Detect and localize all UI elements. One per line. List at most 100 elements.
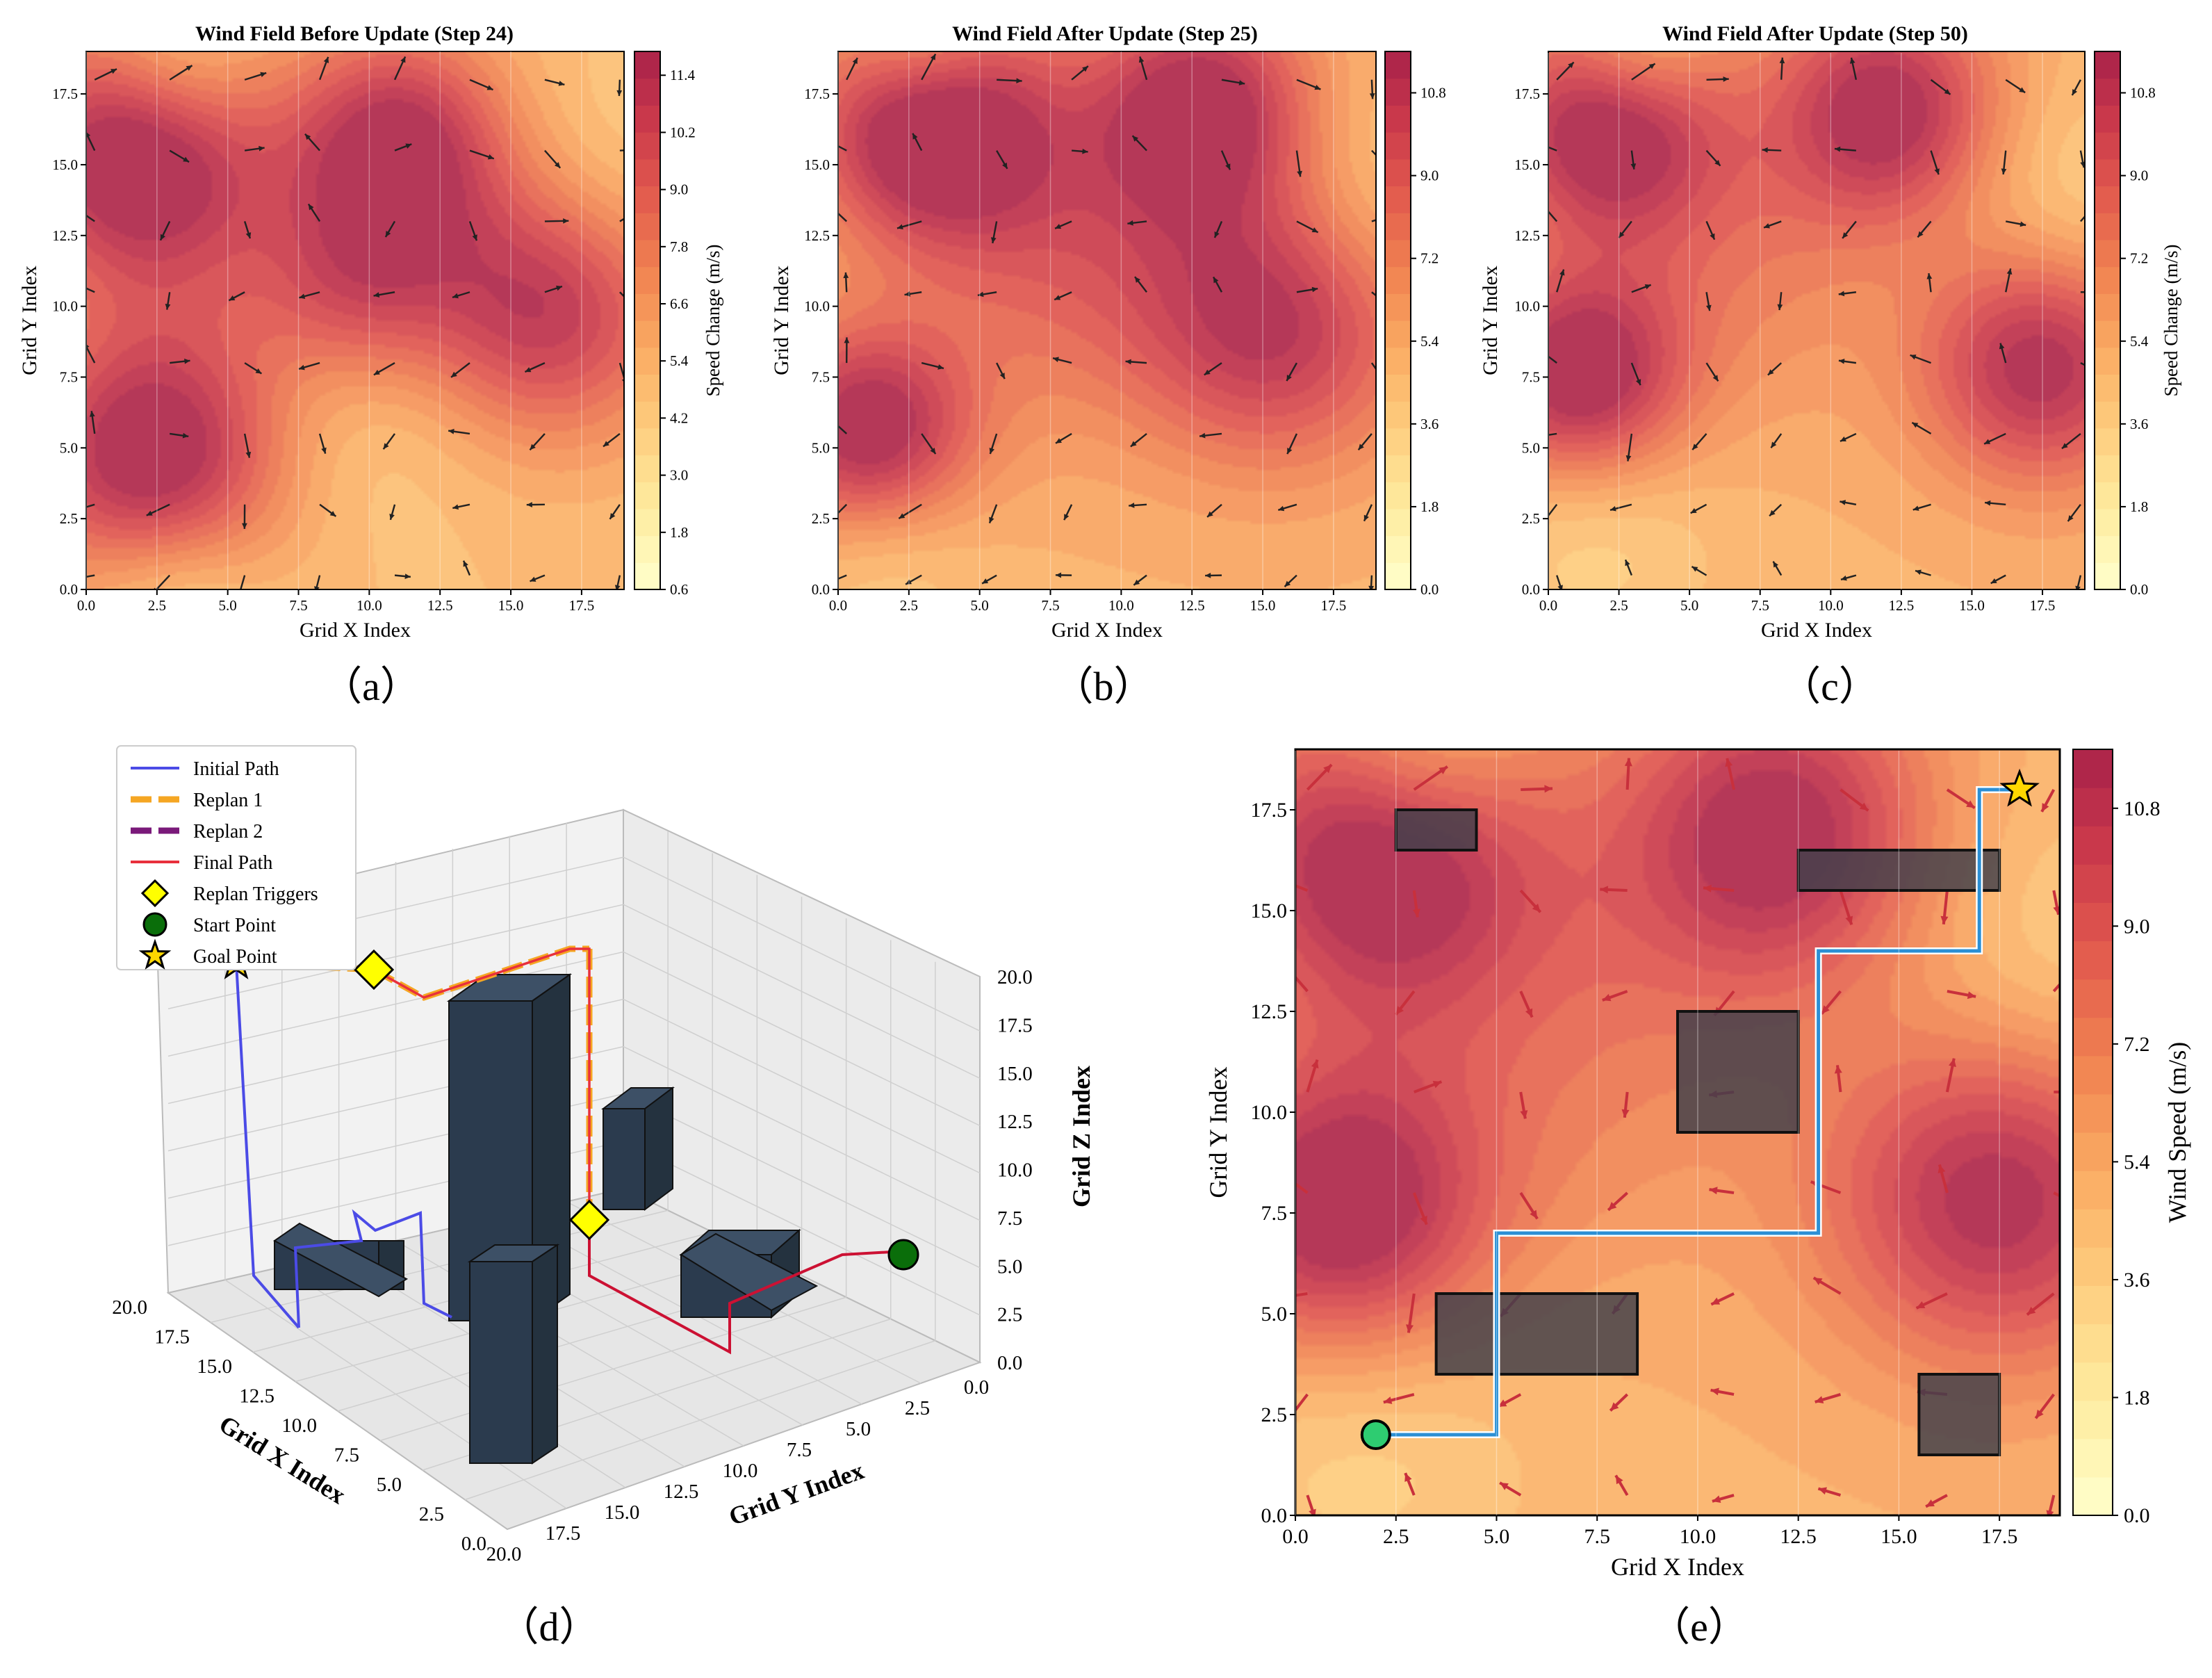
y-tick-label: 0.0 (60, 581, 78, 598)
x-tick-label: 2.5 (1383, 1525, 1409, 1548)
colorbar-tick-label: 0.0 (2124, 1504, 2150, 1527)
panel-e-ylabel: Grid Y Index (1204, 1066, 1232, 1198)
x-tick-label: 7.5 (289, 597, 307, 614)
panel-a-title: Wind Field Before Update (Step 24) (195, 22, 514, 45)
legend-label: Replan 2 (193, 821, 263, 842)
subcaption-a: （a） (322, 664, 420, 709)
y-tick-label: 2.5 (1261, 1403, 1288, 1426)
subcaption-b: （b） (1053, 664, 1154, 709)
colorbar-tick-label: 1.8 (2124, 1386, 2150, 1409)
panel-a: Wind Field Before Update (Step 24) 0.0 2.… (18, 22, 723, 709)
y-tick-label: 17.5 (804, 85, 830, 102)
colorbar-band (2095, 482, 2120, 509)
colorbar-band (2095, 213, 2120, 240)
wind-arrow-head (1379, 375, 1384, 381)
colorbar-band (1385, 213, 1411, 240)
wind-arrow-head (824, 138, 830, 143)
x-tick-label: 15.0 (1959, 597, 1985, 614)
x-tick-label: 10.0 (1680, 1525, 1717, 1548)
colorbar-band (634, 374, 660, 401)
panel-c-title: Wind Field After Update (Step 50) (1662, 22, 1968, 45)
x-tick-label: 0.0 (829, 597, 847, 614)
wind-arrow-head (1540, 350, 1546, 356)
y-tick-label: 15.0 (1514, 156, 1540, 173)
x-tick-label: 12.5 (1889, 597, 1915, 614)
wind-arrow-head (831, 420, 837, 425)
colorbar-band (1385, 159, 1411, 186)
colorbar-tick-label: 9.0 (2130, 168, 2148, 184)
y-tick-label: 15.0 (804, 156, 830, 173)
colorbar-band (634, 401, 660, 428)
panel-b-xlabel: Grid X Index (1051, 619, 1163, 642)
colorbar-band (2073, 1247, 2113, 1286)
x-tick-label: 12.5 (239, 1385, 275, 1408)
colorbar-band (2095, 132, 2120, 159)
y-tick-label: 17.5 (52, 85, 78, 102)
obstacle-front (603, 1109, 645, 1209)
y-tick-label: 5.0 (1522, 439, 1540, 456)
colorbar-tick-label: 1.8 (2130, 498, 2148, 515)
colorbar-band (1385, 51, 1411, 79)
colorbar-tick-label: 9.0 (2124, 915, 2150, 938)
panel-c-heatmap (1548, 51, 2085, 589)
x-tick-label: 7.5 (1041, 597, 1059, 614)
colorbar-band (2073, 1324, 2113, 1363)
colorbar-tick-label: 10.2 (670, 124, 696, 140)
subcaption-d: （d） (498, 1604, 599, 1650)
colorbar-tick-label: 9.0 (670, 181, 688, 198)
colorbar-band (1385, 267, 1411, 294)
x-tick-label: 7.5 (334, 1444, 359, 1467)
x-tick-label: 0.0 (461, 1533, 486, 1555)
z-tick-label: 0.0 (997, 1352, 1022, 1374)
y-tick-label: 12.5 (1251, 1000, 1288, 1023)
legend-label: Start Point (193, 915, 276, 936)
colorbar-band (2073, 1056, 2113, 1095)
colorbar-band (634, 213, 660, 240)
colorbar-band (634, 79, 660, 106)
colorbar-band (1385, 293, 1411, 320)
colorbar-band (1385, 401, 1411, 428)
colorbar-band (2073, 1477, 2113, 1516)
start-point-marker (889, 1240, 918, 1269)
subcaption-c: （c） (1780, 664, 1879, 709)
colorbar-tick-label: 3.6 (2130, 416, 2148, 432)
colorbar-tick-label: 7.2 (2130, 250, 2148, 267)
z-tick-label: 2.5 (997, 1304, 1022, 1326)
y-tick-label: 5.0 (1261, 1303, 1288, 1326)
z-tick-label: 5.0 (997, 1255, 1022, 1278)
x-tick-label: 10.0 (281, 1415, 317, 1437)
obstacle-rect (1436, 1294, 1637, 1374)
panel-e-xlabel: Grid X Index (1611, 1553, 1744, 1581)
y-tick-label: 5.0 (812, 439, 830, 456)
wind-arrow-head (1534, 141, 1541, 146)
x-tick-label: 2.5 (1609, 597, 1628, 614)
colorbar-tick-label: 7.2 (2124, 1033, 2150, 1056)
colorbar-band (2073, 1132, 2113, 1171)
colorbar-band (2095, 267, 2120, 294)
y-tick-label: 2.5 (60, 510, 78, 527)
colorbar-band (634, 159, 660, 186)
legend-label: Replan 1 (193, 790, 263, 811)
colorbar-band (1385, 320, 1411, 348)
panel-a-ylabel: Grid Y Index (18, 266, 41, 375)
colorbar-band (2095, 320, 2120, 348)
x-tick-label: 2.5 (419, 1504, 444, 1526)
colorbar-band (2073, 1285, 2113, 1324)
colorbar-band (2095, 105, 2120, 132)
colorbar-band (2073, 788, 2113, 826)
colorbar-tick-label: 4.2 (670, 409, 688, 426)
colorbar-band (2073, 1362, 2113, 1401)
colorbar-band (1385, 374, 1411, 401)
colorbar-tick-label: 7.8 (670, 238, 688, 255)
z-tick-label: 17.5 (997, 1014, 1033, 1036)
y-tick-label: 0.0 (812, 581, 830, 598)
y-tick-label: 0.0 (964, 1376, 989, 1399)
wind-arrow-head (72, 576, 78, 581)
colorbar-band (2095, 509, 2120, 536)
colorbar-band (2073, 1171, 2113, 1209)
colorbar-band (634, 320, 660, 348)
colorbar-band (1385, 79, 1411, 106)
